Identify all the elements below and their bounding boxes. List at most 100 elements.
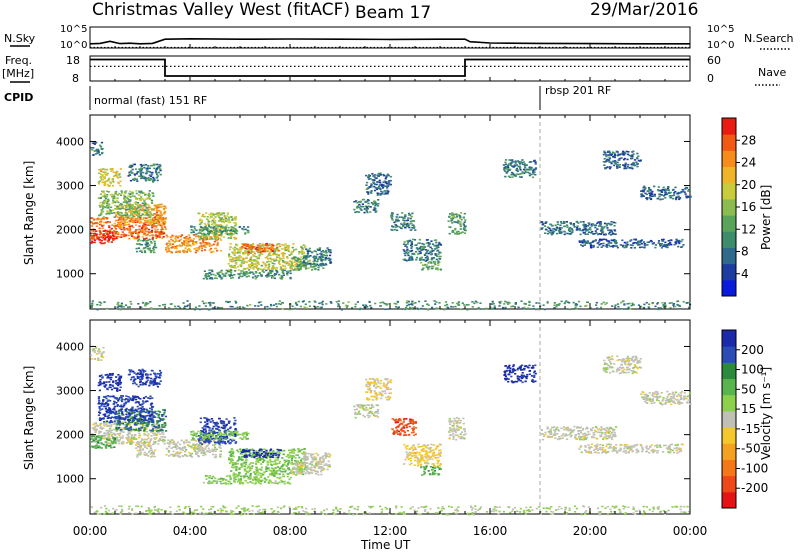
data-cell	[358, 203, 361, 206]
freq-label-line1: Freq.	[5, 54, 32, 67]
data-cell	[113, 433, 117, 435]
data-cell	[668, 192, 671, 194]
data-cell	[178, 245, 181, 247]
data-cell	[450, 214, 454, 216]
data-cell	[147, 216, 150, 219]
data-cell	[324, 250, 328, 253]
data-cell	[99, 438, 103, 440]
data-cell	[288, 262, 291, 265]
data-cell	[159, 173, 162, 176]
data-cell	[153, 440, 156, 443]
data-cell	[640, 242, 644, 245]
data-cell	[190, 229, 193, 231]
data-cell	[125, 224, 129, 226]
data-cell	[657, 186, 660, 188]
data-cell	[281, 264, 285, 267]
data-cell	[313, 258, 316, 261]
data-cell	[543, 225, 547, 227]
data-cell	[205, 242, 208, 244]
data-cell	[406, 219, 409, 221]
data-cell	[180, 238, 183, 241]
data-cell	[436, 267, 439, 269]
data-cell	[115, 231, 118, 233]
data-cell	[107, 185, 110, 187]
data-cell	[119, 223, 122, 226]
data-cell	[204, 246, 207, 249]
data-cell	[135, 229, 138, 231]
data-cell	[406, 301, 409, 304]
data-cell	[451, 216, 454, 218]
data-cell	[253, 255, 256, 257]
data-cell	[425, 239, 428, 241]
data-cell	[243, 242, 246, 245]
data-cell	[161, 414, 164, 416]
data-cell	[370, 190, 373, 192]
data-cell	[175, 239, 178, 241]
frequency-line	[90, 58, 690, 77]
data-cell	[284, 262, 287, 264]
data-cell	[106, 432, 109, 435]
data-cell	[147, 443, 150, 445]
data-cell	[131, 411, 134, 414]
data-cell	[278, 273, 281, 276]
data-cell	[122, 442, 125, 445]
data-cell	[646, 241, 649, 244]
data-cell	[143, 424, 147, 427]
data-cell	[261, 244, 264, 247]
data-cell	[200, 242, 203, 245]
data-cell	[108, 225, 111, 227]
data-cell	[190, 238, 193, 241]
data-cell	[300, 256, 303, 258]
data-cell	[112, 433, 115, 435]
data-cell	[129, 443, 132, 445]
data-cell	[137, 303, 140, 305]
data-cell	[306, 249, 309, 252]
data-cell	[154, 438, 157, 440]
data-cell	[205, 278, 209, 280]
data-cell	[135, 203, 138, 205]
data-cell	[519, 169, 522, 171]
data-cell	[560, 222, 563, 225]
nsearch-label: N.Search	[744, 32, 794, 45]
data-cell	[151, 237, 154, 240]
data-cell	[295, 264, 298, 266]
data-cell	[92, 154, 95, 156]
data-cell	[127, 234, 130, 237]
data-cell	[109, 442, 112, 444]
data-cell	[314, 301, 317, 303]
data-cell	[630, 157, 633, 160]
data-cell	[293, 249, 296, 251]
data-cell	[161, 220, 164, 223]
data-cell	[145, 245, 148, 247]
data-cell	[188, 248, 191, 250]
data-cell	[234, 252, 238, 254]
data-cell	[385, 185, 388, 187]
data-cell	[211, 278, 214, 280]
data-cell	[122, 427, 125, 429]
data-cell	[95, 230, 98, 232]
data-cell	[665, 189, 668, 191]
data-cell	[204, 275, 207, 277]
data-cell	[602, 161, 605, 163]
data-cell	[506, 301, 509, 304]
data-cell	[164, 205, 167, 208]
data-cell	[109, 444, 112, 447]
data-cell	[250, 248, 253, 250]
data-cell	[604, 233, 607, 236]
data-cell	[274, 253, 277, 255]
data-cell	[627, 151, 630, 153]
data-cell	[207, 220, 210, 223]
data-cell	[327, 249, 330, 251]
data-cell	[613, 152, 616, 154]
data-cell	[612, 164, 616, 167]
data-cell	[451, 222, 454, 224]
data-cell	[632, 153, 635, 155]
data-cell	[615, 165, 619, 168]
data-cell	[260, 250, 263, 252]
data-cell	[629, 240, 632, 242]
data-cell	[123, 204, 126, 207]
data-cell	[300, 251, 303, 254]
data-cell	[517, 306, 520, 309]
data-cell	[90, 230, 93, 232]
data-cell	[145, 438, 149, 441]
